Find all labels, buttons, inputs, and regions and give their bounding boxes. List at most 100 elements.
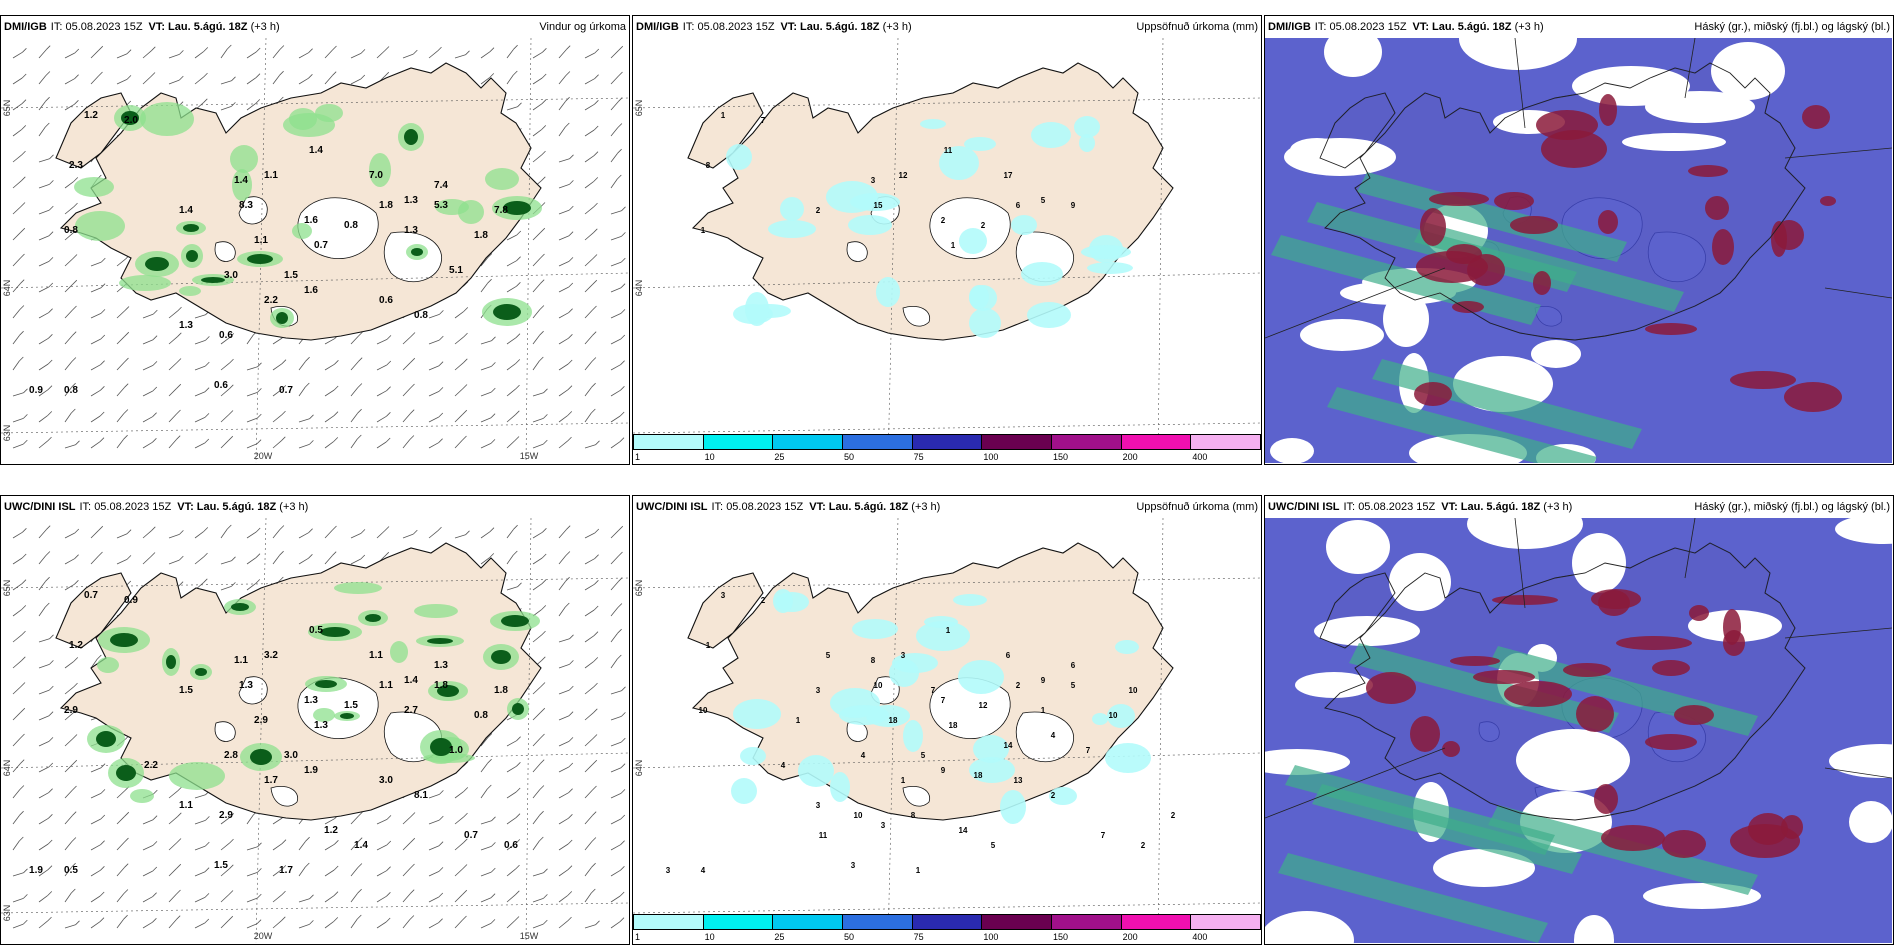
wind-barb-feather	[620, 309, 626, 314]
issue-time: 05.08.2023 15Z	[726, 501, 804, 513]
legend-tick-label: 150	[1053, 932, 1069, 942]
wind-barb	[38, 389, 49, 397]
wind-barb-feather	[617, 628, 622, 634]
wind-barb-feather	[463, 787, 469, 792]
wind-barb	[246, 557, 257, 565]
boundary-line	[1824, 767, 1892, 779]
wind-barb	[142, 921, 153, 929]
wind-barb-feather	[360, 49, 366, 54]
cloud-high-patch	[1616, 636, 1692, 650]
wind-barb	[12, 103, 23, 111]
wind-barb	[610, 313, 622, 319]
wind-barb-feather	[490, 439, 496, 444]
wind-barb	[90, 844, 101, 851]
cloud-low-band	[1414, 222, 1684, 312]
value-label: 1.8	[434, 680, 448, 691]
wind-barb	[38, 741, 50, 747]
value-label: 1.6	[304, 285, 318, 296]
wind-barb-feather	[620, 789, 626, 794]
wind-barb-feather	[176, 889, 181, 895]
wind-barb-feather	[513, 524, 518, 530]
precip-core	[491, 650, 511, 664]
value-label: 5	[921, 751, 926, 760]
latitude-label: 64N	[634, 760, 644, 777]
wind-barb	[90, 389, 101, 397]
value-label: 10	[1129, 686, 1138, 695]
legend-swatch	[1120, 434, 1192, 450]
wind-barb-feather	[153, 309, 158, 315]
wind-barb-feather	[437, 526, 442, 532]
wind-barb	[64, 789, 73, 799]
wind-barb	[220, 919, 230, 929]
value-label: 1.2	[324, 825, 338, 836]
value-label: 1	[796, 716, 801, 725]
glacier	[270, 785, 299, 807]
wind-barb	[64, 232, 74, 241]
wind-barb-feather	[541, 150, 546, 156]
wind-barb-feather	[568, 814, 573, 819]
wind-barb-feather	[305, 356, 310, 362]
wind-barb-feather	[20, 202, 26, 207]
wind-barb	[116, 335, 126, 345]
wind-barb-feather	[621, 257, 626, 263]
wind-barb-feather	[123, 409, 129, 414]
wind-barb	[90, 793, 102, 799]
wind-barb	[12, 583, 23, 591]
clear-sky	[1389, 553, 1451, 611]
value-label: 0.8	[344, 220, 358, 231]
wind-barb	[532, 711, 542, 721]
wind-barb-feather	[620, 763, 626, 768]
wind-barb-feather	[71, 382, 76, 388]
wind-barb	[402, 387, 411, 397]
wind-barb-feather	[151, 46, 156, 52]
wind-barb-feather	[178, 581, 184, 586]
wind-barb	[402, 893, 411, 903]
wind-barb	[64, 258, 74, 267]
precip-area	[1027, 302, 1071, 328]
wind-barb	[402, 816, 412, 825]
wind-barb-feather	[23, 919, 28, 925]
wind-barb	[584, 361, 593, 371]
value-label: 5	[1041, 196, 1046, 205]
wind-barb-feather	[98, 525, 104, 531]
wind-barb-feather	[333, 411, 339, 416]
wind-barb	[116, 79, 128, 85]
wind-barb	[90, 313, 102, 319]
wind-barb	[506, 388, 516, 397]
issue-time: 05.08.2023 15Z	[1329, 21, 1407, 33]
wind-barb-feather	[360, 529, 366, 534]
wind-barb	[194, 897, 206, 903]
legend-swatch	[911, 434, 983, 450]
wind-barb	[324, 921, 335, 929]
precip-area	[230, 145, 258, 173]
wind-barb	[610, 338, 621, 345]
wind-barb-feather	[385, 437, 391, 443]
wind-barb-feather	[617, 603, 623, 608]
value-label: 1.0	[449, 745, 463, 756]
legend-swatch	[702, 434, 774, 450]
latitude-line	[1, 422, 628, 434]
value-label: 0.8	[474, 710, 488, 721]
precip-area	[313, 708, 335, 722]
legend-tick-label: 200	[1122, 932, 1138, 942]
westfjords-land	[687, 92, 764, 169]
precip-core	[195, 668, 207, 676]
wind-barb-feather	[594, 100, 599, 105]
graticule	[633, 518, 1260, 943]
wind-barb-feather	[126, 75, 132, 80]
panel-uwc-wind: UWC/DINI ISL IT: 05.08.2023 15Z VT: Lau.…	[0, 495, 630, 945]
wind-barb	[64, 686, 74, 695]
issue-time-label: IT:	[1343, 501, 1356, 513]
wind-barb-feather	[47, 359, 53, 365]
clear-sky	[1835, 518, 1892, 544]
wind-barb	[402, 533, 414, 539]
wind-barb-feather	[594, 48, 600, 54]
wind-barb-feather	[333, 385, 339, 391]
wind-barb-feather	[543, 919, 548, 925]
wind-barb	[38, 792, 49, 799]
wind-barb	[38, 529, 47, 539]
wind-barb	[558, 869, 569, 877]
wind-barb	[532, 103, 543, 111]
glacier	[846, 241, 868, 262]
wind-barb	[376, 895, 387, 903]
